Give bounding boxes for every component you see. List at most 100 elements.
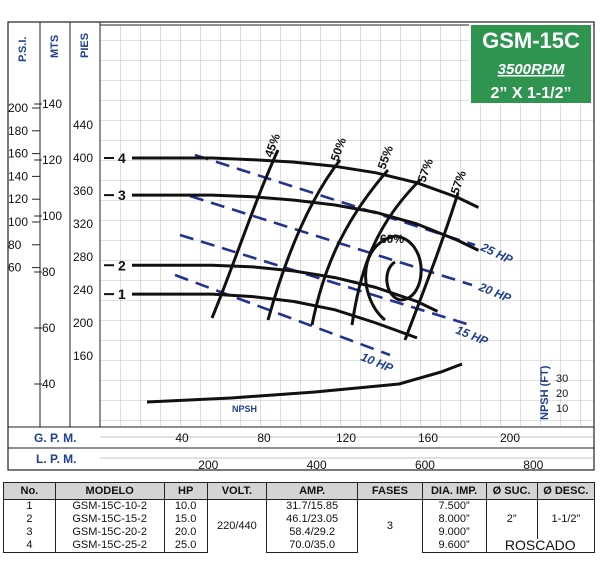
pies-axis-title: PIES	[79, 33, 91, 58]
rpm-label: 3500RPM	[498, 61, 565, 78]
mts-tick-label: 60	[42, 321, 56, 335]
cell-modelo: GSM-15C-10-2	[54, 499, 165, 513]
psi-tick-label: 180	[8, 124, 28, 138]
pies-tick-label: 240	[73, 283, 93, 297]
col-dia: DIA. IMP.	[421, 482, 487, 500]
model-title: GSM-15C	[482, 28, 580, 53]
spec-table-header: No. MODELO HP VOLT. AMP. FASES DIA. IMP.…	[3, 482, 596, 500]
mts-axis-title: MTS	[49, 35, 61, 58]
cell-no: 1	[3, 499, 56, 513]
pies-tick-label: 320	[73, 217, 93, 231]
cell-fases: 3	[357, 499, 423, 553]
model-badge-bg	[469, 23, 593, 105]
lpm-tick-label: 800	[523, 458, 543, 472]
psi-tick-label: 80	[8, 238, 22, 252]
gpm-tick-label: 160	[418, 431, 438, 445]
hp-line	[189, 194, 473, 287]
psi-tick-label: 140	[8, 169, 28, 183]
head-curve	[132, 156, 480, 209]
gpm-tick-label: 120	[336, 431, 356, 445]
cell-suc: 2”	[485, 499, 538, 539]
lpm-tick-label: 200	[198, 458, 218, 472]
pump-curve-chart: P.S.I. MTS PIES G. P. M. L. P. M. NPSH (…	[7, 21, 595, 472]
mts-tick-label: 140	[42, 97, 62, 111]
head-curve	[132, 193, 480, 252]
efficiency-curve	[364, 234, 423, 322]
head-curve	[132, 292, 418, 340]
mts-tick-label: 40	[42, 377, 56, 391]
curve-label: 4	[118, 150, 126, 166]
cell-hp: 25.0	[163, 539, 208, 553]
npsh-axis-title: NPSH (FT)	[539, 365, 551, 420]
mts-tick-label: 120	[42, 153, 62, 167]
table-row: 2 GSM-15C-15-2 15.0 46.1/23.05 8.000”	[3, 513, 595, 526]
npsh-curve	[146, 362, 463, 404]
psi-tick-label: 160	[8, 147, 28, 161]
gpm-tick-label: 40	[175, 431, 189, 445]
spec-table: No. MODELO HP VOLT. AMP. FASES DIA. IMP.…	[3, 482, 596, 553]
cell-modelo: GSM-15C-15-2	[54, 513, 165, 526]
efficiency-label: 60%	[380, 232, 404, 246]
table-row: 1 GSM-15C-10-2 10.0 220/440 31.7/15.85 3…	[3, 499, 596, 553]
col-desc: Ø DESC.	[536, 482, 596, 500]
gpm-tick-label: 80	[257, 431, 271, 445]
head-curve	[132, 263, 439, 313]
mts-tick-label: 100	[42, 209, 62, 223]
cell-no: 2	[3, 513, 56, 526]
pies-tick-label: 400	[73, 151, 93, 165]
cell-dia: 7.500”	[421, 499, 487, 513]
cell-amp: 31.7/15.85	[266, 499, 359, 513]
npsh-tick-label: 30	[556, 373, 568, 385]
cell-modelo: GSM-15C-25-2	[54, 539, 165, 553]
npsh-tick-label: 10	[556, 403, 568, 415]
cell-amp: 46.1/23.05	[266, 513, 359, 526]
col-no: No.	[3, 482, 56, 500]
efficiency-curve	[403, 192, 460, 341]
pies-tick-label: 280	[73, 250, 93, 264]
curve-label: 2	[118, 257, 126, 273]
curve-label: 1	[118, 286, 126, 302]
col-suc: Ø SUC.	[485, 482, 538, 500]
psi-tick-label: 100	[8, 215, 28, 229]
gpm-axis-title: G. P. M.	[34, 431, 76, 445]
col-hp: HP	[163, 482, 208, 500]
cell-no: 3	[3, 526, 56, 539]
cell-dia: 8.000”	[421, 513, 487, 526]
table-row: 4 GSM-15C-25-2 25.0 70.0/35.0 9.600” ROS…	[3, 538, 596, 553]
cell-dia: 9.600”	[421, 539, 487, 553]
col-modelo: MODELO	[54, 482, 165, 500]
cell-hp: 20.0	[163, 526, 208, 539]
model-badge: GSM-15C 3500RPM 2” X 1-1/2”	[469, 23, 593, 105]
efficiency-curve	[266, 159, 342, 321]
cell-modelo: GSM-15C-20-2	[54, 526, 165, 539]
pies-tick-label: 160	[73, 349, 93, 363]
npsh-label: NPSH	[232, 404, 257, 414]
lpm-axis-title: L. P. M.	[36, 452, 76, 466]
curve-label: 3	[118, 187, 126, 203]
psi-tick-label: 120	[8, 192, 28, 206]
pies-tick-label: 360	[73, 184, 93, 198]
gpm-tick-label: 200	[500, 431, 520, 445]
cell-amp: 70.0/35.0	[266, 539, 359, 553]
roscado-label: ROSCADO	[485, 538, 596, 553]
lpm-tick-label: 400	[307, 458, 327, 472]
hp-line	[179, 233, 471, 327]
col-volt: VOLT.	[206, 482, 268, 500]
col-fases: FASES	[357, 482, 423, 500]
cell-hp: 10.0	[163, 499, 208, 513]
psi-tick-label: 200	[8, 101, 28, 115]
pies-tick-label: 200	[73, 316, 93, 330]
table-row: 3 GSM-15C-20-2 20.0 58.4/29.2 9.000”	[3, 526, 595, 539]
cell-volt: 220/440	[206, 499, 268, 553]
efficiency-curve	[210, 149, 280, 319]
cell-desc: 1-1/2”	[536, 499, 596, 539]
cell-amp: 58.4/29.2	[266, 526, 359, 539]
lpm-tick-label: 600	[415, 458, 435, 472]
psi-tick-label: 60	[8, 261, 22, 275]
psi-axis-title: P.S.I.	[17, 37, 29, 62]
mts-tick-label: 80	[42, 265, 56, 279]
size-label: 2” X 1-1/2”	[491, 85, 572, 102]
col-amp: AMP.	[266, 482, 359, 500]
pies-tick-label: 440	[73, 118, 93, 132]
hp-line	[174, 273, 391, 357]
